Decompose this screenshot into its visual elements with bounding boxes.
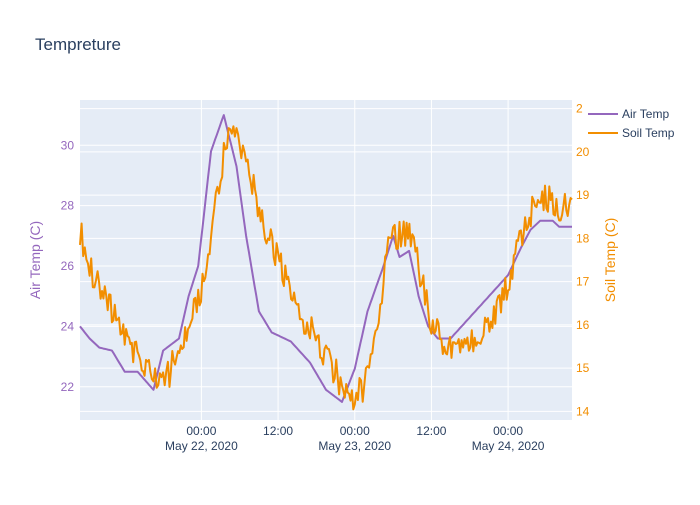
- y-right-tick-label: 15: [576, 361, 590, 375]
- series-line-air-temp[interactable]: [79, 114, 572, 403]
- series-layer: [79, 114, 573, 411]
- x-tick-label: 12:00: [416, 424, 446, 438]
- x-tick-label: 12:00: [263, 424, 293, 438]
- y-axis-right-title: Soil Temp (C): [602, 218, 618, 303]
- plot-area: [80, 100, 572, 420]
- x-tick-label: 00:00: [493, 424, 523, 438]
- y-right-tick-label: 16: [576, 318, 590, 332]
- legend: Air Temp Soil Temp: [588, 107, 675, 140]
- x-tick-date-label: May 23, 2020: [318, 439, 391, 453]
- y-right-tick-label: 19: [576, 188, 590, 202]
- x-tick-date-label: May 24, 2020: [472, 439, 545, 453]
- legend-label-soil-temp[interactable]: Soil Temp: [622, 126, 675, 140]
- series-line-soil-temp[interactable]: [79, 125, 573, 411]
- y-axis-left-title: Air Temp (C): [27, 221, 43, 299]
- chart-title: Tempreture: [35, 35, 121, 54]
- y-left-tick-label: 22: [61, 380, 75, 394]
- legend-label-air-temp[interactable]: Air Temp: [622, 107, 669, 121]
- x-tick-label: 00:00: [340, 424, 370, 438]
- x-tick-date-label: May 22, 2020: [165, 439, 238, 453]
- y-right-tick-label: 2: [576, 102, 583, 116]
- y-left-tick-label: 28: [61, 199, 75, 213]
- y-right-tick-label: 20: [576, 145, 590, 159]
- y-right-tick-label: 14: [576, 404, 590, 418]
- y-left-tick-label: 24: [61, 319, 75, 333]
- x-tick-label: 00:00: [186, 424, 216, 438]
- y-left-tick-label: 30: [61, 138, 75, 152]
- y-right-tick-label: 18: [576, 231, 590, 245]
- y-right-tick-label: 17: [576, 275, 590, 289]
- y-left-tick-label: 26: [61, 259, 75, 273]
